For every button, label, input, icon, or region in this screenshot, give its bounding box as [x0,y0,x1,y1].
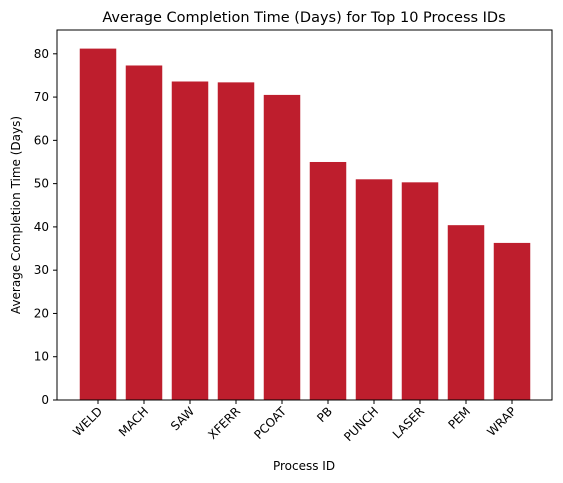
bar-saw [172,81,209,400]
x-tick-label: PEM [445,404,473,432]
y-tick-label: 30 [34,263,49,277]
bar-weld [80,49,117,400]
y-axis-ticks: 0 10 20 30 40 50 60 70 80 [34,47,57,407]
y-tick-label: 10 [34,350,49,364]
x-axis-label: Process ID [273,459,335,473]
bar-laser [402,182,439,400]
bar-pem [448,225,485,400]
y-tick-label: 70 [34,90,49,104]
y-tick-label: 80 [34,47,49,61]
bar-xferr [218,82,255,400]
x-tick-label: MACH [116,404,151,439]
y-tick-label: 0 [41,393,49,407]
x-tick-label: PB [314,404,335,425]
bar-pcoat [264,95,301,400]
y-tick-label: 60 [34,133,49,147]
bar-mach [126,65,163,400]
y-tick-label: 20 [34,306,49,320]
bars-group [80,49,531,400]
x-tick-label: LASER [390,404,427,441]
bar-pb [310,162,347,400]
x-axis-ticks: WELD MACH SAW XFERR PCOAT PB PUNCH LASER PEM WRAP [70,400,519,444]
x-tick-label: WELD [70,404,105,439]
chart-title: Average Completion Time (Days) for Top 1… [102,10,505,26]
x-tick-label: PCOAT [251,404,289,442]
y-tick-label: 50 [34,177,49,191]
y-axis-label: Average Completion Time (Days) [9,116,23,314]
x-tick-label: WRAP [484,404,519,439]
x-tick-label: XFERR [205,404,243,442]
x-tick-label: PUNCH [341,404,381,444]
bar-punch [356,179,393,400]
bar-wrap [494,243,531,400]
x-tick-label: SAW [168,404,197,433]
y-tick-label: 40 [34,220,49,234]
